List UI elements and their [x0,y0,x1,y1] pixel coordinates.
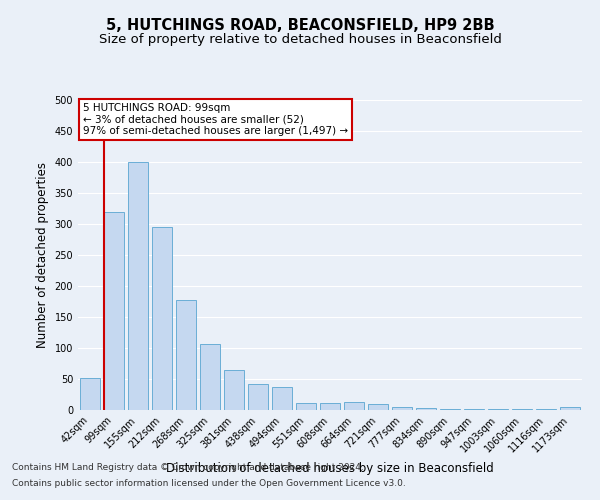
Bar [152,227,172,410]
Bar [176,300,196,410]
Text: 5, HUTCHINGS ROAD, BEACONSFIELD, HP9 2BB: 5, HUTCHINGS ROAD, BEACONSFIELD, HP9 2BB [106,18,494,32]
Bar [320,403,340,410]
Bar [200,344,220,410]
Y-axis label: Number of detached properties: Number of detached properties [36,162,49,348]
X-axis label: Distribution of detached houses by size in Beaconsfield: Distribution of detached houses by size … [166,462,494,475]
Bar [80,378,100,410]
Bar [344,402,364,410]
Bar [392,407,412,410]
Bar [224,370,244,410]
Bar [560,407,580,410]
Bar [368,404,388,410]
Text: Size of property relative to detached houses in Beaconsfield: Size of property relative to detached ho… [98,32,502,46]
Text: 5 HUTCHINGS ROAD: 99sqm
← 3% of detached houses are smaller (52)
97% of semi-det: 5 HUTCHINGS ROAD: 99sqm ← 3% of detached… [83,103,348,136]
Bar [440,409,460,410]
Bar [128,162,148,410]
Bar [104,212,124,410]
Bar [416,408,436,410]
Bar [296,402,316,410]
Text: Contains public sector information licensed under the Open Government Licence v3: Contains public sector information licen… [12,478,406,488]
Text: Contains HM Land Registry data © Crown copyright and database right 2024.: Contains HM Land Registry data © Crown c… [12,464,364,472]
Bar [248,384,268,410]
Bar [272,387,292,410]
